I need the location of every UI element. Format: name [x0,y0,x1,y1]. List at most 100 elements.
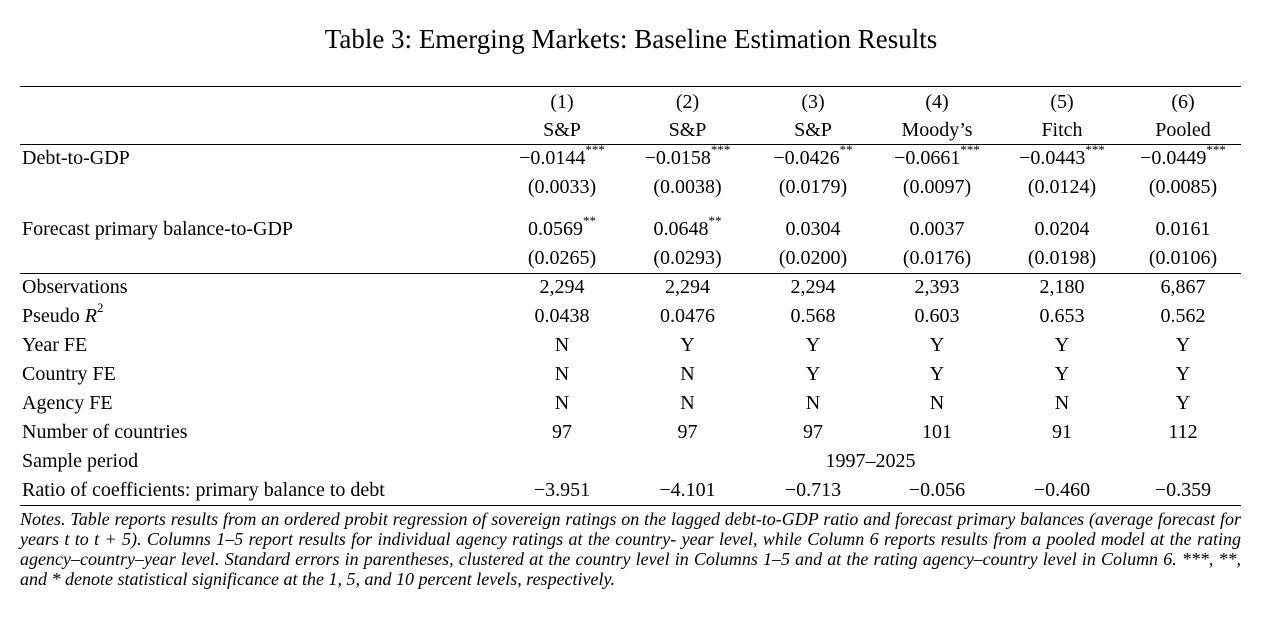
column-name: S&P [668,119,707,141]
se-cell: (0.0097) [902,176,972,198]
coefficient-row: Forecast primary balance-to-GDP 0.0569**… [20,213,1241,244]
stat-cell: N [554,363,570,385]
stats-rule [20,273,1241,274]
stat-cell: N [680,363,695,385]
row-label: Debt-to-GDP [22,147,130,169]
row-label: Ratio of coefficients: primary balance t… [22,479,385,501]
ratio-row: Ratio of coefficients: primary balance t… [20,476,1241,505]
column-number: (4) [925,91,949,113]
row-label: Forecast primary balance-to-GDP [22,218,294,240]
table-notes: Notes. Table reports results from an ord… [20,509,1241,589]
se-cell: (0.0038) [653,176,722,198]
significance-stars: *** [585,142,605,158]
header-rule [20,144,1241,145]
stat-cell: 0.568 [790,305,836,327]
se-cell: (0.0198) [1027,247,1097,269]
column-name: Fitch [1041,119,1083,141]
se-cell: (0.0033) [527,176,597,198]
stat-cell: Y [680,334,695,356]
column-name: S&P [543,119,581,141]
stat-cell: Y [929,334,945,356]
row-label: Sample period [22,450,139,472]
estimate-cell: 0.0569** [528,213,596,240]
row-label: Pseudo R2 [22,300,104,327]
se-cell: (0.0124) [1027,176,1097,198]
stat-cell: 0.0476 [660,305,715,327]
se-cell: (0.0179) [778,176,848,198]
stat-row: Observations 2,294 2,294 2,294 2,393 2,1… [20,273,1241,302]
stat-cell: Y [805,334,821,356]
column-number: (2) [675,91,700,113]
coefficient-row: Debt-to-GDP −0.0144*** −0.0158*** −0.042… [20,142,1241,173]
stat-row: Country FE N N Y Y Y Y [20,360,1241,389]
stat-cell: Y [1054,334,1070,356]
stat-cell: Y [805,363,821,385]
standard-error-row: (0.0265) (0.0293) (0.0200) (0.0176) (0.0… [20,244,1241,273]
estimate-cell: 0.0648** [653,213,722,240]
ratio-cell: −4.101 [659,479,716,501]
ratio-cell: −3.951 [533,479,591,501]
stat-cell: 6,867 [1160,276,1206,298]
column-number: (3) [801,91,825,113]
stat-row: Year FE N Y Y Y Y Y [20,331,1241,360]
stat-cell: N [1054,392,1070,414]
stat-cell: N [554,392,570,414]
sample-period-row: Sample period 1997–2025 [20,447,1241,476]
column-number-row: (1) (2) (3) (4) (5) (6) [20,88,1241,116]
row-label: Number of countries [22,421,188,443]
estimate-cell: −0.0144*** [519,142,605,169]
top-rule [20,86,1241,87]
column-name-row: S&P S&P S&P Moody’s Fitch Pooled [20,116,1241,144]
stat-cell: N [929,392,945,414]
column-number: (5) [1050,91,1074,113]
column-name: S&P [794,119,832,141]
table-title: Table 3: Emerging Markets: Baseline Esti… [324,24,938,54]
column-number: (6) [1171,91,1195,113]
se-cell: (0.0265) [527,247,597,269]
stat-cell: Y [929,363,945,385]
stat-cell: 101 [922,421,952,443]
ratio-cell: −0.460 [1033,479,1091,501]
column-name: Pooled [1155,119,1211,141]
stat-cell: 0.653 [1039,305,1085,327]
significance-stars: ** [839,142,853,158]
column-number: (1) [550,91,574,113]
stat-row: Pseudo R2 0.0438 0.0476 0.568 0.603 0.65… [20,300,1241,331]
significance-stars: *** [1206,142,1226,158]
ratio-cell: −0.713 [784,479,842,501]
row-label: Country FE [22,363,116,385]
sample-period-value: 1997–2025 [825,450,916,472]
stat-cell: N [680,392,695,414]
significance-stars: *** [1085,142,1105,158]
estimate-cell: 0.0304 [785,218,841,240]
row-label: Agency FE [22,392,113,414]
bottom-rule [20,505,1241,506]
estimate-cell: −0.0158*** [644,142,731,169]
stat-cell: 0.0438 [534,305,590,327]
stat-cell: 112 [1168,421,1198,443]
estimate-cell: −0.0426** [773,142,853,169]
se-cell: (0.0293) [653,247,722,269]
stat-cell: 2,180 [1039,276,1085,298]
results-table: (1) (2) (3) (4) (5) (6) S&P S&P S&P Mood… [20,88,1241,505]
estimate-cell: −0.0443*** [1019,142,1105,169]
stat-cell: Y [1175,334,1191,356]
estimate-cell: −0.0661*** [894,142,980,169]
significance-stars: ** [583,213,596,229]
standard-error-row: (0.0033) (0.0038) (0.0179) (0.0097) (0.0… [20,173,1241,202]
row-label: Year FE [22,334,88,356]
stat-cell: 91 [1052,421,1072,443]
estimate-cell: 0.0204 [1034,218,1090,240]
stat-cell: 2,294 [665,276,710,298]
stat-cell: Y [1175,392,1191,414]
stat-cell: N [554,334,570,356]
stat-cell: Y [1054,363,1070,385]
column-name: Moody’s [901,119,973,141]
stat-cell: 97 [677,421,698,443]
stat-cell: 2,393 [914,276,960,298]
stat-cell: 2,294 [790,276,836,298]
se-cell: (0.0200) [778,247,848,269]
significance-stars: *** [710,142,731,158]
stat-cell: 97 [803,421,823,443]
stat-cell: N [805,392,821,414]
